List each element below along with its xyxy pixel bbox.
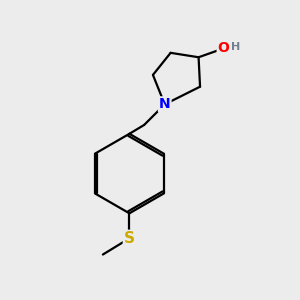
Text: O: O <box>218 41 230 56</box>
Text: S: S <box>124 231 135 246</box>
Text: H: H <box>231 42 241 52</box>
Text: N: N <box>159 98 170 111</box>
